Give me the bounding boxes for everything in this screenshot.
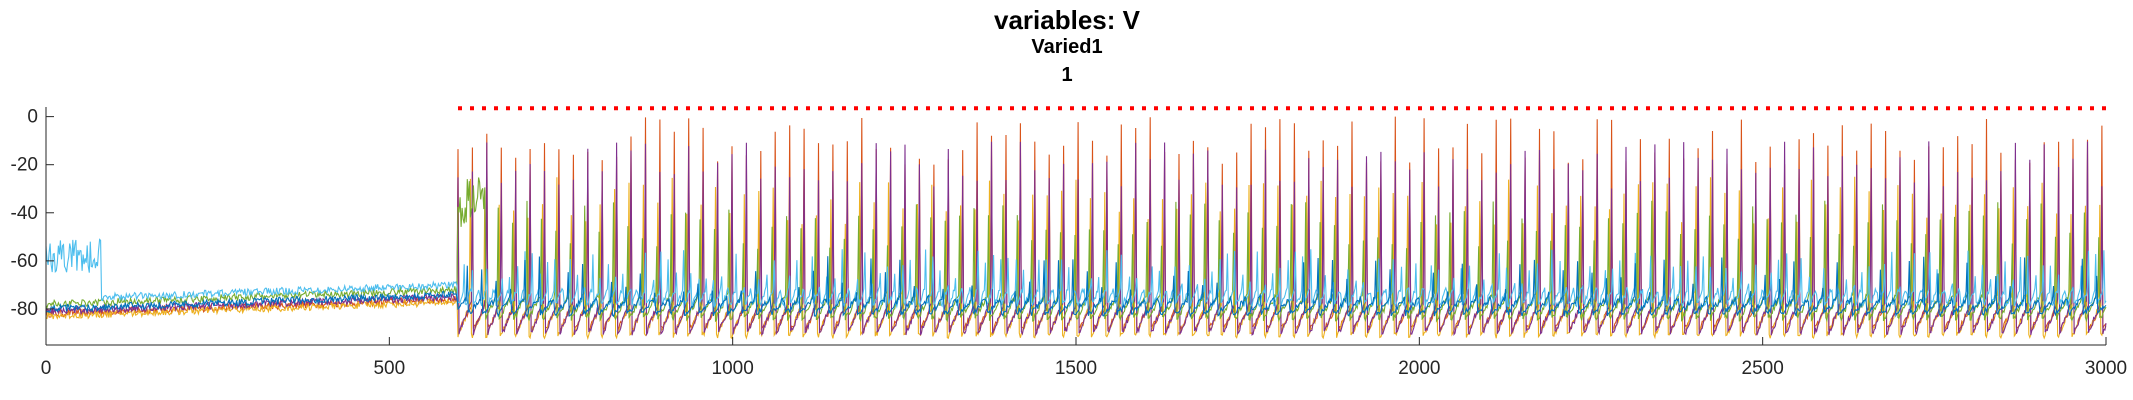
x-tick-label: 1000 — [712, 358, 754, 379]
series-line — [45, 238, 2107, 309]
x-tick-label: 1500 — [1055, 358, 1097, 379]
y-tick-label: -60 — [11, 251, 38, 272]
x-tick-label: 2000 — [1398, 358, 1440, 379]
y-tick-label: -80 — [11, 299, 38, 320]
axes-group: 0 500 1000 1500 2000 2500 3000 0 -20 -40 -60 -80 — [11, 107, 2128, 379]
y-tick-label: -40 — [11, 203, 38, 224]
chart-subtitle-1: Varied1 — [1031, 36, 1102, 58]
x-tick-label: 0 — [41, 358, 52, 379]
x-tick-label: 2500 — [1742, 358, 1784, 379]
y-tick-label: -20 — [11, 155, 38, 176]
series-line — [45, 256, 2107, 318]
chart-title: variables: V — [994, 5, 1141, 35]
chart-subtitle-2: 1 — [1061, 64, 1072, 86]
x-tick-label: 500 — [373, 358, 405, 379]
y-tick-label: 0 — [27, 107, 38, 128]
series-group — [45, 116, 2107, 341]
x-tick-label: 3000 — [2085, 358, 2127, 379]
